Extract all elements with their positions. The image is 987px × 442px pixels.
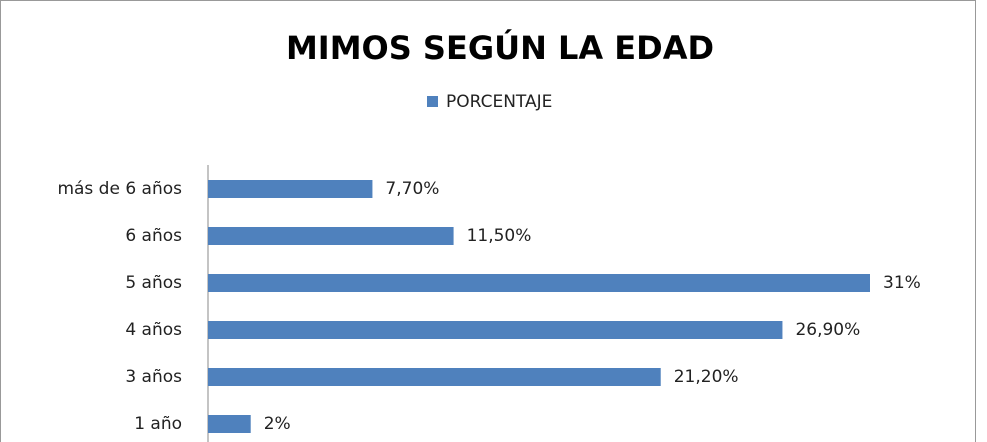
bar	[208, 180, 373, 198]
data-label: 26,90%	[795, 320, 860, 340]
y-tick-label: 3 años	[125, 367, 182, 387]
data-label: 31%	[883, 273, 921, 293]
bar	[208, 368, 661, 386]
y-tick-label: 6 años	[125, 226, 182, 246]
bar	[208, 415, 251, 433]
chart-title: MIMOS SEGÚN LA EDAD	[286, 28, 714, 67]
data-label: 7,70%	[385, 179, 439, 199]
bar	[208, 227, 454, 245]
y-tick-label: 5 años	[125, 273, 182, 293]
y-tick-label: 1 año	[134, 414, 182, 434]
legend-swatch	[427, 96, 438, 107]
bar	[208, 321, 783, 339]
y-tick-label: 4 años	[125, 320, 182, 340]
data-label: 11,50%	[467, 226, 532, 246]
y-tick-label: más de 6 años	[57, 179, 182, 199]
data-label: 21,20%	[674, 367, 739, 387]
bar	[208, 274, 870, 292]
legend-label: PORCENTAJE	[446, 92, 552, 112]
data-label: 2%	[264, 414, 291, 434]
